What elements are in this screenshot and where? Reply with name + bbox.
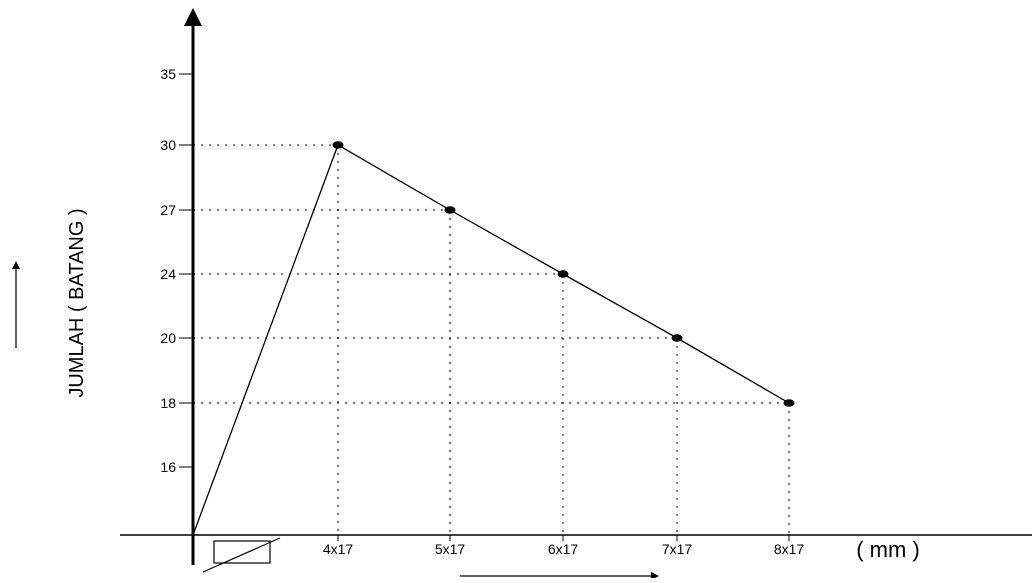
axes (120, 8, 1032, 565)
y-axis-arrowhead (184, 8, 202, 26)
data-point (444, 206, 456, 214)
data-point (557, 270, 569, 278)
x-unit-label: ( mm ) (856, 537, 920, 562)
origin-box (213, 540, 271, 564)
y-tick-label: 20 (160, 330, 176, 346)
y-tick-label: 30 (160, 137, 176, 153)
x-tick-label: 5x17 (435, 541, 466, 557)
data-point (332, 141, 344, 149)
y-tick-label: 16 (160, 459, 176, 475)
y-tick-label: 27 (160, 202, 176, 218)
guide-lines (193, 144, 790, 535)
y-axis-label: JUMLAH ( BATANG ) (66, 208, 88, 397)
y-tick-label: 24 (160, 266, 176, 282)
series (192, 141, 795, 536)
x-tick-label: 8x17 (774, 541, 805, 557)
x-ticks: 4x17 5x17 6x17 7x17 8x17 (323, 535, 805, 557)
series-line (192, 144, 790, 536)
x-tick-label: 6x17 (548, 541, 579, 557)
origin-symbol (202, 537, 281, 573)
y-tick-label: 35 (160, 66, 176, 82)
x-tick-label: 4x17 (323, 541, 354, 557)
y-tick-label: 18 (160, 395, 176, 411)
data-point (783, 399, 795, 407)
y-ticks: 16 18 20 24 27 30 35 (160, 66, 193, 475)
data-point (671, 334, 683, 342)
x-tick-label: 7x17 (662, 541, 693, 557)
origin-slash (202, 537, 281, 573)
